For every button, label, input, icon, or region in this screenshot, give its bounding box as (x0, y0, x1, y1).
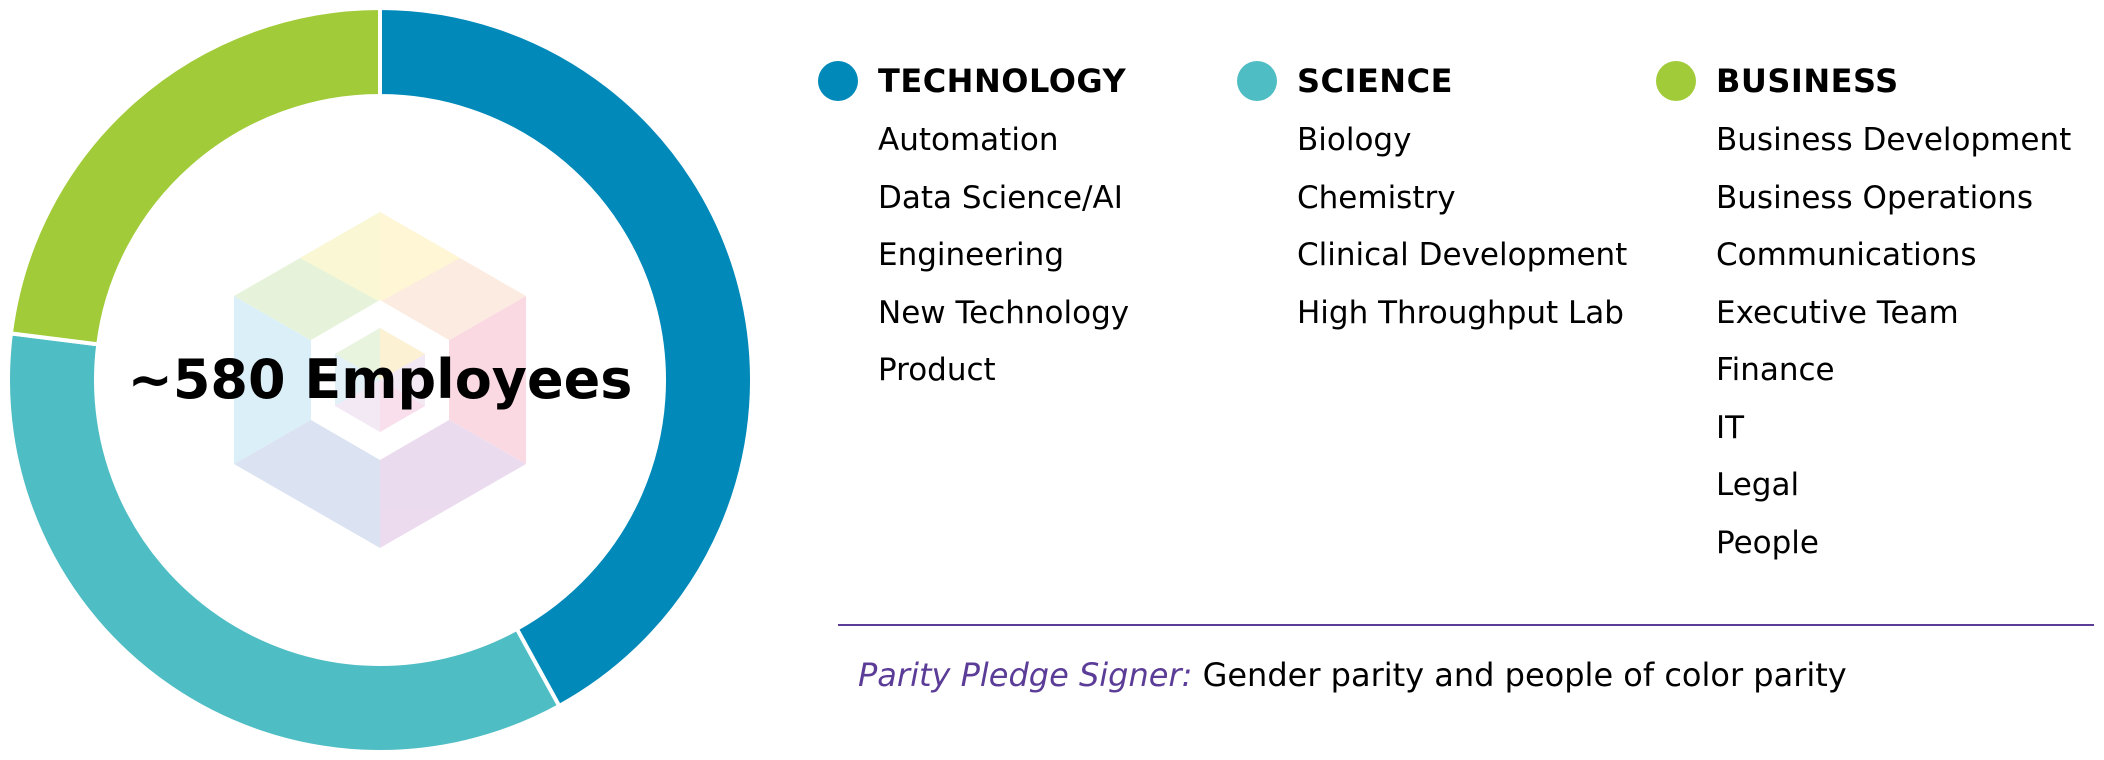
legend-item: Finance (1716, 352, 1835, 388)
legend-item: Executive Team (1716, 294, 1959, 331)
legend-item: New Technology (878, 294, 1130, 331)
legend-title-science: SCIENCE (1237, 54, 1627, 108)
legend-item: Business Development (1716, 122, 2072, 158)
footnote-text: Gender parity and people of color parity (1202, 656, 1847, 694)
legend-dot-technology (818, 61, 858, 101)
legend-item: IT (1716, 409, 1745, 446)
footnote: Parity Pledge Signer: Gender parity and … (858, 656, 1847, 694)
hexagon-logo-icon (234, 212, 526, 548)
legend-title-text: BUSINESS (1716, 62, 1899, 100)
legend-science: SCIENCE Biology Chemistry Clinical Develop… (1237, 54, 1627, 342)
donut-slice-technology (378, 5, 754, 709)
legend-title-business: BUSINESS (1656, 54, 2071, 108)
legend-title-technology: TECHNOLOGY (818, 54, 1129, 108)
legend-item: Business Operations (1716, 179, 2033, 216)
legend-title-text: TECHNOLOGY (878, 62, 1127, 100)
legend-item: Data Science/AI (878, 179, 1123, 216)
legend-technology: TECHNOLOGY Automation Data Science/AI Engi… (818, 54, 1129, 400)
footnote-label: Parity Pledge Signer: (858, 656, 1193, 694)
legend-title-text: SCIENCE (1297, 62, 1453, 100)
legend-business: BUSINESS Business Development Business Op… (1656, 54, 2071, 572)
center-label: ~580 Employees (128, 348, 633, 411)
donut-slice-science (6, 331, 562, 754)
legend-item: Biology (1297, 122, 1412, 158)
legend-item: Engineering (878, 237, 1064, 273)
legend-item: Legal (1716, 467, 1800, 503)
legend-dot-business (1656, 61, 1696, 101)
legend-items-science: Biology Chemistry Clinical Development High… (1237, 112, 1627, 342)
legend-items-technology: Automation Data Science/AI Engineering New … (818, 112, 1129, 400)
legend-dot-science (1237, 61, 1277, 101)
legend-item: Product (878, 352, 996, 388)
legend-item: Clinical Development (1297, 237, 1628, 273)
divider (838, 624, 2094, 626)
legend-items-business: Business Development Business Operations C… (1656, 112, 2071, 572)
legend-item: Chemistry (1297, 179, 1456, 216)
legend-item: Communications (1716, 237, 1977, 273)
donut-chart: ~580 Employees (6, 5, 754, 754)
legend-item: High Throughput Lab (1297, 294, 1624, 331)
legend-item: Automation (878, 122, 1059, 158)
legend-item: People (1716, 524, 1819, 561)
donut-slice-business (8, 5, 382, 347)
